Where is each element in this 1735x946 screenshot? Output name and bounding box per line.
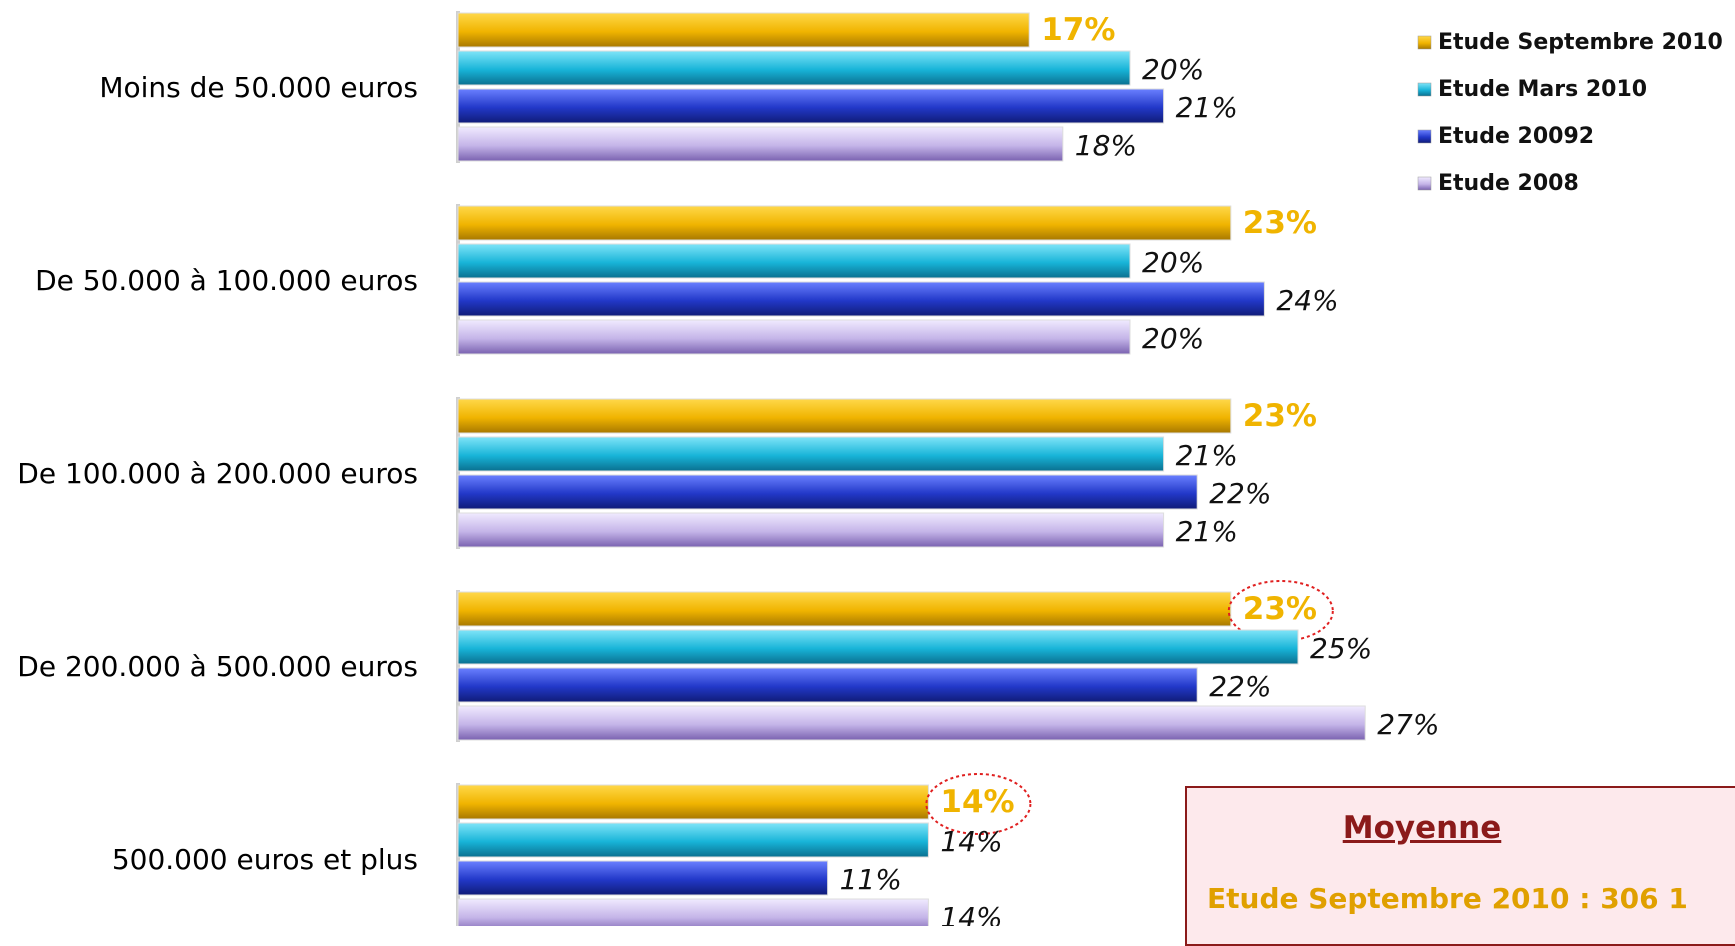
legend-label-etude-2008: Etude 2008 [1438, 171, 1579, 196]
legend-label-etude-septembre-2010: Etude Septembre 2010 [1438, 30, 1723, 55]
value-label-etude-septembre-2010-de-50-000-100-000-euros: 23% [1243, 205, 1317, 241]
value-label-etude-mars-2010-500-000-euros-et-plus: 14% [940, 825, 1002, 858]
moyenne-box: Moyenne Etude Septembre 2010 : 306 1 [1185, 786, 1735, 946]
category-label-de-100-000-200-000-euros: De 100.000 à 200.000 euros [17, 457, 418, 490]
group-frame-de-50-000-100-000-euros [456, 204, 460, 356]
legend-label-etude-mars-2010: Etude Mars 2010 [1438, 77, 1647, 102]
legend-label-etude-20092: Etude 20092 [1438, 124, 1594, 149]
value-label-etude-septembre-2010-de-100-000-200-000-euros: 23% [1243, 398, 1317, 434]
bar-etude-2008-de-200-000-500-000-euros [457, 705, 1366, 741]
value-label-etude-20092-de-200-000-500-000-euros: 22% [1209, 670, 1271, 703]
value-label-etude-septembre-2010-moins-de-50-000-euros: 17% [1041, 12, 1115, 48]
bar-etude-septembre-2010-moins-de-50-000-euros [457, 12, 1030, 48]
bar-etude-20092-de-200-000-500-000-euros [457, 667, 1198, 703]
value-label-etude-20092-500-000-euros-et-plus: 11% [840, 863, 902, 896]
value-label-etude-20092-de-50-000-100-000-euros: 24% [1276, 284, 1338, 317]
bar-etude-20092-de-50-000-100-000-euros [457, 281, 1265, 317]
group-frame-de-200-000-500-000-euros [456, 590, 460, 742]
legend: Etude Septembre 2010 Etude Mars 2010 Etude… [1417, 30, 1723, 196]
bar-etude-2008-de-50-000-100-000-euros [457, 319, 1131, 355]
bar-etude-septembre-2010-de-50-000-100-000-euros [457, 205, 1232, 241]
bar-etude-2008-moins-de-50-000-euros [457, 126, 1064, 162]
value-label-etude-septembre-2010-500-000-euros-et-plus: 14% [940, 784, 1014, 820]
value-label-etude-septembre-2010-de-200-000-500-000-euros: 23% [1243, 591, 1317, 627]
legend-swatch-etude-septembre-2010 [1417, 35, 1432, 50]
plot-area: Moins de 50.000 euros 17% 20% 21% 18% De 50.0… [17, 11, 1439, 926]
value-label-etude-2008-de-200-000-500-000-euros: 27% [1377, 708, 1439, 741]
value-label-etude-mars-2010-de-200-000-500-000-euros: 25% [1310, 632, 1372, 665]
value-label-etude-20092-de-100-000-200-000-euros: 22% [1209, 477, 1271, 510]
category-label-de-200-000-500-000-euros: De 200.000 à 500.000 euros [17, 650, 418, 683]
group-frame-moins-de-50-000-euros [456, 11, 460, 163]
value-label-etude-2008-moins-de-50-000-euros: 18% [1075, 129, 1137, 162]
bar-etude-2008-500-000-euros-et-plus [457, 898, 929, 926]
value-label-etude-2008-de-100-000-200-000-euros: 21% [1176, 515, 1238, 548]
bar-etude-septembre-2010-de-200-000-500-000-euros [457, 591, 1232, 627]
value-label-etude-2008-de-50-000-100-000-euros: 20% [1142, 322, 1204, 355]
bar-etude-mars-2010-de-50-000-100-000-euros [457, 243, 1131, 279]
bar-etude-20092-500-000-euros-et-plus [457, 860, 829, 896]
bar-chart: Moins de 50.000 euros 17% 20% 21% 18% De 50.0… [17, 11, 1723, 926]
value-label-etude-mars-2010-de-100-000-200-000-euros: 21% [1176, 439, 1238, 472]
bar-etude-septembre-2010-500-000-euros-et-plus [457, 784, 929, 820]
highlight-circle-de-200-000-500-000-euros [1227, 580, 1334, 642]
bar-etude-20092-de-100-000-200-000-euros [457, 474, 1198, 510]
bar-etude-20092-moins-de-50-000-euros [457, 88, 1165, 124]
moyenne-line: Etude Septembre 2010 : 306 1 [1207, 882, 1688, 915]
legend-swatch-etude-20092 [1417, 129, 1432, 144]
bar-etude-septembre-2010-de-100-000-200-000-euros [457, 398, 1232, 434]
bar-etude-mars-2010-de-100-000-200-000-euros [457, 436, 1165, 472]
highlight-circle-500-000-euros-et-plus [925, 773, 1032, 835]
category-label-500-000-euros-et-plus: 500.000 euros et plus [112, 843, 418, 876]
value-label-etude-2008-500-000-euros-et-plus: 14% [940, 901, 1002, 926]
value-label-etude-20092-moins-de-50-000-euros: 21% [1176, 91, 1238, 124]
bar-etude-2008-de-100-000-200-000-euros [457, 512, 1165, 548]
bar-etude-mars-2010-moins-de-50-000-euros [457, 50, 1131, 86]
category-label-moins-de-50-000-euros: Moins de 50.000 euros [99, 71, 418, 104]
bar-etude-mars-2010-500-000-euros-et-plus [457, 822, 929, 858]
moyenne-title: Moyenne [1342, 810, 1502, 846]
value-label-etude-mars-2010-moins-de-50-000-euros: 20% [1142, 53, 1204, 86]
legend-swatch-etude-mars-2010 [1417, 82, 1432, 97]
group-frame-de-100-000-200-000-euros [456, 397, 460, 549]
chart-root: Moins de 50.000 euros 17% 20% 21% 18% De 50.0… [17, 11, 1735, 946]
legend-swatch-etude-2008 [1417, 176, 1432, 191]
category-label-de-50-000-100-000-euros: De 50.000 à 100.000 euros [35, 264, 418, 297]
bar-etude-mars-2010-de-200-000-500-000-euros [457, 629, 1299, 665]
value-label-etude-mars-2010-de-50-000-100-000-euros: 20% [1142, 246, 1204, 279]
